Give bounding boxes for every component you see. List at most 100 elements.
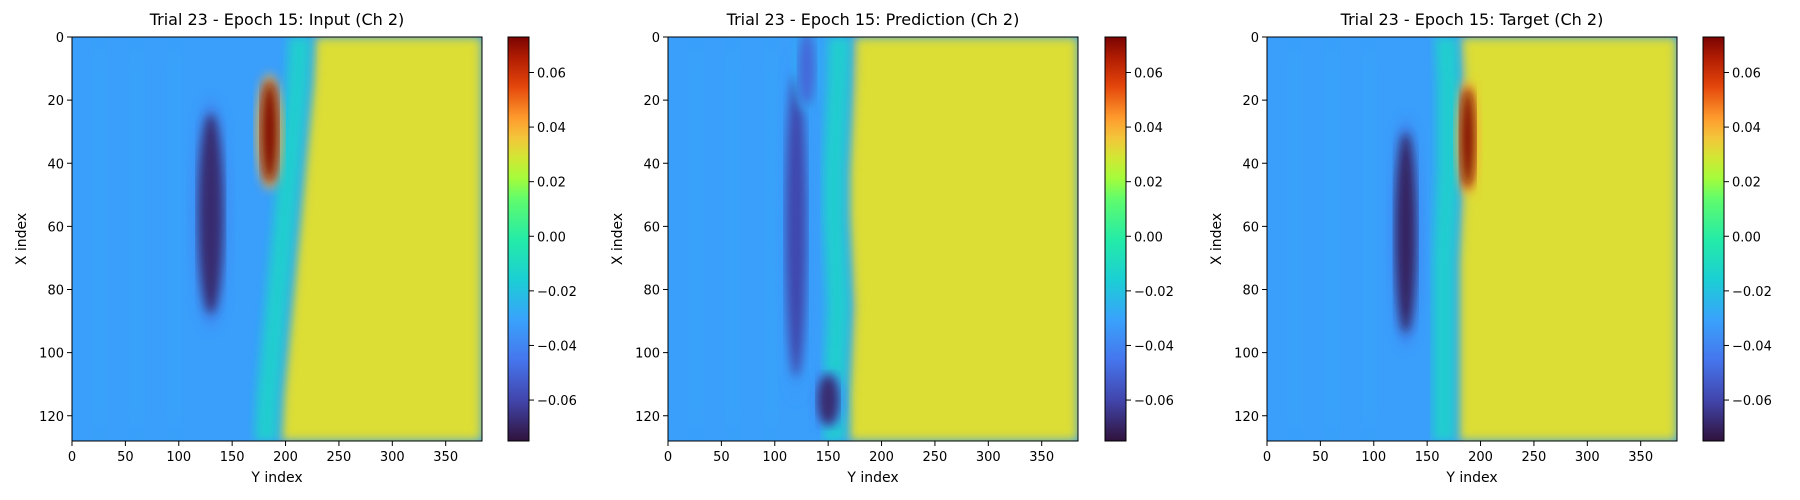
y-axis-label: X index <box>14 213 30 265</box>
x-tick-label: 250 <box>327 450 352 465</box>
x-tick-label: 250 <box>1522 450 1547 465</box>
panel-target: Trial 23 - Epoch 15: Target (Ch 2) 0 50 10… <box>1209 10 1772 486</box>
y-tick-label: 120 <box>39 410 64 425</box>
texture-stripe <box>93 37 107 441</box>
x-axis-label: Y index <box>1445 470 1497 486</box>
y-tick-label: 80 <box>1242 284 1259 299</box>
chart-title: Trial 23 - Epoch 15: Prediction (Ch 2) <box>726 10 1020 29</box>
y-axis: 0 20 40 60 80 100 120 <box>635 31 668 425</box>
chart-title: Trial 23 - Epoch 15: Input (Ch 2) <box>149 10 405 29</box>
colorbar-tick-label: 0.04 <box>537 121 566 136</box>
x-tick-label: 200 <box>1468 450 1493 465</box>
front-band <box>822 37 851 441</box>
colorbar-tick-label: −0.04 <box>537 339 577 354</box>
y-tick-label: 100 <box>39 347 64 362</box>
y-axis: 0 20 40 60 80 100 120 <box>39 31 72 425</box>
texture-stripe <box>1325 37 1339 441</box>
x-axis-label: Y index <box>250 470 302 486</box>
high-anomaly <box>1460 87 1476 189</box>
x-tick-label: 250 <box>923 450 948 465</box>
colorbar-tick-label: −0.06 <box>1134 394 1174 409</box>
colorbar-ticks: 0.06 0.04 0.02 0.00 −0.02 −0.04 −0.06 <box>529 66 577 409</box>
x-axis: 0 50 100 150 200 250 300 350 <box>664 441 1054 465</box>
x-axis: 0 50 100 150 200 250 300 350 <box>68 441 458 465</box>
colorbar-tick-label: 0.00 <box>1732 230 1761 245</box>
colorbar-tick-label: 0.02 <box>1732 176 1761 191</box>
colorbar-tick-label: 0.02 <box>537 176 566 191</box>
x-tick-label: 150 <box>816 450 841 465</box>
x-tick-label: 350 <box>1628 450 1653 465</box>
x-tick-label: 350 <box>433 450 458 465</box>
texture-stripe <box>168 37 181 441</box>
colorbar-tick-label: −0.04 <box>1134 339 1174 354</box>
y-tick-label: 0 <box>56 31 64 46</box>
y-tick-label: 80 <box>47 284 64 299</box>
y-tick-label: 20 <box>1242 94 1259 109</box>
colorbar <box>1104 36 1127 442</box>
texture-stripe <box>726 37 740 441</box>
y-tick-label: 60 <box>1242 220 1259 235</box>
heatmap-image <box>668 37 1078 441</box>
x-axis: 0 50 100 150 200 250 300 350 <box>1263 441 1653 465</box>
y-axis: 0 20 40 60 80 100 120 <box>1234 31 1267 425</box>
colorbar-tick-label: 0.00 <box>1134 230 1163 245</box>
colorbar-tick-label: 0.00 <box>537 230 566 245</box>
x-tick-label: 150 <box>220 450 245 465</box>
x-tick-label: 50 <box>117 450 134 465</box>
texture-stripe <box>689 37 703 441</box>
colorbar-tick-label: 0.04 <box>1134 121 1163 136</box>
chart-title: Trial 23 - Epoch 15: Target (Ch 2) <box>1340 10 1604 29</box>
x-tick-label: 50 <box>1312 450 1329 465</box>
texture-stripe <box>1288 37 1302 441</box>
colorbar-tick-label: 0.06 <box>1732 66 1761 81</box>
high-anomaly <box>260 81 279 183</box>
y-tick-label: 60 <box>47 220 64 235</box>
x-axis-label: Y index <box>846 470 898 486</box>
y-tick-label: 20 <box>47 94 64 109</box>
texture-stripe <box>130 37 144 441</box>
plot-frame <box>1266 36 1678 442</box>
y-tick-label: 100 <box>635 347 660 362</box>
y-tick-label: 40 <box>1242 157 1259 172</box>
colorbar-tick-label: −0.02 <box>537 285 577 300</box>
colorbar-tick-label: −0.06 <box>1732 394 1772 409</box>
colorbar-tick-label: −0.04 <box>1732 339 1772 354</box>
x-tick-label: 350 <box>1029 450 1054 465</box>
x-tick-label: 300 <box>976 450 1001 465</box>
colorbar-tick-label: −0.06 <box>537 394 577 409</box>
colorbar <box>1702 36 1725 442</box>
y-tick-label: 60 <box>643 220 660 235</box>
x-tick-label: 200 <box>869 450 894 465</box>
low-anomaly <box>197 112 224 315</box>
y-tick-label: 100 <box>1234 347 1259 362</box>
texture-stripe <box>764 37 777 441</box>
x-tick-label: 150 <box>1415 450 1440 465</box>
colorbar-tick-label: −0.02 <box>1732 285 1772 300</box>
colorbar <box>507 36 530 442</box>
heatmap-image <box>72 37 482 441</box>
y-tick-label: 0 <box>652 31 660 46</box>
colorbar-ticks: 0.06 0.04 0.02 0.00 −0.02 −0.04 −0.06 <box>1126 66 1174 409</box>
front-band <box>1432 37 1460 441</box>
colorbar-tick-label: 0.04 <box>1732 121 1761 136</box>
x-tick-label: 200 <box>273 450 298 465</box>
colorbar-tick-label: 0.06 <box>537 66 566 81</box>
y-tick-label: 40 <box>643 157 660 172</box>
plot-frame <box>71 36 483 442</box>
heatmap-image <box>1267 37 1677 441</box>
colorbar-ticks: 0.06 0.04 0.02 0.00 −0.02 −0.04 −0.06 <box>1724 66 1772 409</box>
colorbar-tick-label: 0.06 <box>1134 66 1163 81</box>
x-tick-label: 100 <box>1361 450 1386 465</box>
x-tick-label: 50 <box>713 450 730 465</box>
x-tick-label: 100 <box>166 450 191 465</box>
panel-prediction: Trial 23 - Epoch 15: Prediction (Ch 2) 0… <box>610 10 1174 486</box>
x-tick-label: 0 <box>68 450 76 465</box>
panel-input: Trial 23 - Epoch 15: Input (Ch 2) 0 50 100… <box>14 10 577 486</box>
y-tick-label: 80 <box>643 284 660 299</box>
warm-region <box>1459 37 1677 441</box>
x-tick-label: 0 <box>664 450 672 465</box>
warm-region <box>849 37 1078 441</box>
colorbar-tick-label: 0.02 <box>1134 176 1163 191</box>
low-anomaly <box>817 374 839 426</box>
